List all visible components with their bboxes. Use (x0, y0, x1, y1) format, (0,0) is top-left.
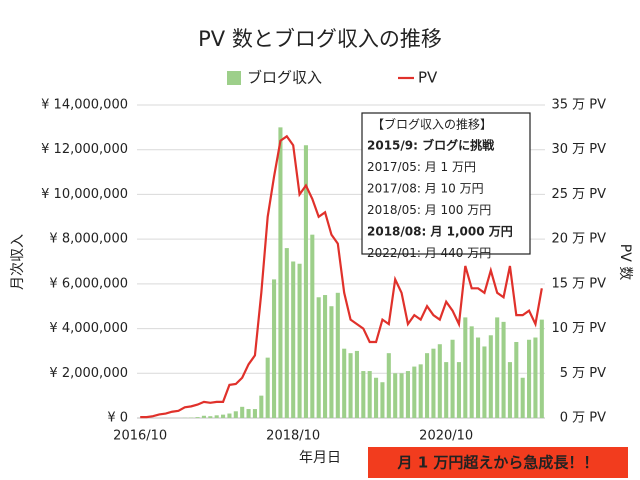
y2-tick-label: 15 万 PV (551, 276, 606, 291)
bar (437, 344, 442, 418)
y2-tick-label: 35 万 PV (551, 98, 606, 113)
bar (495, 317, 500, 418)
bar (227, 413, 232, 418)
bar (342, 348, 347, 418)
bar (527, 339, 532, 418)
y-tick-label: ¥ 10,000,000 (41, 187, 128, 202)
bar (367, 371, 372, 418)
bar (456, 362, 461, 418)
bar (520, 377, 525, 418)
bar (354, 350, 359, 418)
bar (380, 382, 385, 418)
bar (469, 326, 474, 418)
bar (374, 377, 379, 418)
y-tick-label: ¥ 8,000,000 (49, 232, 128, 247)
x-tick-label: 2018/10 (266, 429, 320, 444)
bar (393, 373, 398, 418)
bar (233, 411, 238, 418)
bar (450, 339, 455, 418)
bar (214, 415, 219, 418)
annotation-title: 【ブログ収入の推移】 (372, 117, 492, 132)
bar (348, 353, 353, 418)
bar (297, 263, 302, 418)
bar (386, 353, 391, 418)
y2-axis-title: PV 数 (617, 244, 633, 280)
legend-label: PV (418, 69, 438, 87)
chart-title: PV 数とブログ収入の推移 (198, 27, 442, 51)
bar (291, 261, 296, 418)
legend-swatch (227, 71, 241, 85)
bar (361, 371, 366, 418)
x-tick-label: 2020/10 (419, 429, 473, 444)
banner (368, 447, 628, 478)
annotation-box (361, 112, 531, 255)
y2-tick-label: 5 万 PV (560, 366, 606, 381)
y-tick-label: ¥ 4,000,000 (49, 321, 128, 336)
bar (425, 353, 430, 418)
annotation-line: 2018/08: 月 1,000 万円 (367, 225, 513, 239)
annotation-line: 2017/05: 月 1 万円 (367, 160, 476, 174)
bar (310, 234, 315, 418)
x-tick-label: 2016/10 (113, 429, 167, 444)
bar (507, 362, 512, 418)
bar (195, 417, 200, 418)
y-tick-label: ¥ 6,000,000 (49, 276, 128, 291)
annotation-line: 2018/05: 月 100 万円 (367, 203, 491, 217)
banner-text: 月 1 万円超えから急成長！！ (397, 454, 599, 472)
bar (418, 364, 423, 418)
bar (259, 395, 264, 418)
bar (252, 409, 257, 418)
y-axis-title: 月次収入 (10, 234, 26, 290)
y2-tick-label: 20 万 PV (551, 232, 606, 247)
bar (272, 279, 277, 418)
y2-tick-label: 25 万 PV (551, 187, 606, 202)
bar (533, 337, 538, 418)
bar (303, 145, 308, 418)
legend-label: ブログ収入 (247, 69, 322, 87)
bar (278, 127, 283, 418)
bar (221, 414, 226, 418)
bar (201, 415, 206, 418)
x-axis-title: 年月日 (299, 450, 341, 466)
bar (335, 292, 340, 418)
annotation-line: 2022/01: 月 440 万円 (367, 246, 491, 260)
annotation-line: 2015/9: ブログに挑戦 (367, 138, 495, 153)
bar (265, 357, 270, 418)
bar (501, 321, 506, 418)
bar (539, 319, 544, 418)
bar (208, 416, 213, 418)
y2-tick-label: 30 万 PV (551, 142, 606, 157)
bar (482, 346, 487, 418)
bar (246, 409, 251, 418)
bar (284, 248, 289, 418)
y2-tick-label: 10 万 PV (551, 321, 606, 336)
bar (329, 306, 334, 418)
y-tick-label: ¥ 14,000,000 (41, 98, 128, 113)
bar (463, 317, 468, 418)
bar (405, 371, 410, 418)
line (140, 134, 543, 419)
bar (514, 341, 519, 418)
annotation-line: 2017/08: 月 10 万円 (367, 182, 484, 196)
bar (316, 297, 321, 418)
bar (488, 335, 493, 418)
bar (431, 348, 436, 418)
bar (476, 337, 481, 418)
y2-tick-label: 0 万 PV (560, 411, 606, 426)
y-tick-label: ¥ 2,000,000 (49, 366, 128, 381)
y-tick-label: ¥ 12,000,000 (41, 142, 128, 157)
bar (240, 406, 245, 418)
y-tick-label: ¥ 0 (107, 411, 128, 426)
bar (412, 366, 417, 418)
bar (444, 362, 449, 418)
bar (323, 295, 328, 418)
bar (399, 373, 404, 418)
